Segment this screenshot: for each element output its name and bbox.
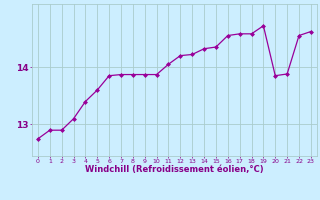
- X-axis label: Windchill (Refroidissement éolien,°C): Windchill (Refroidissement éolien,°C): [85, 165, 264, 174]
